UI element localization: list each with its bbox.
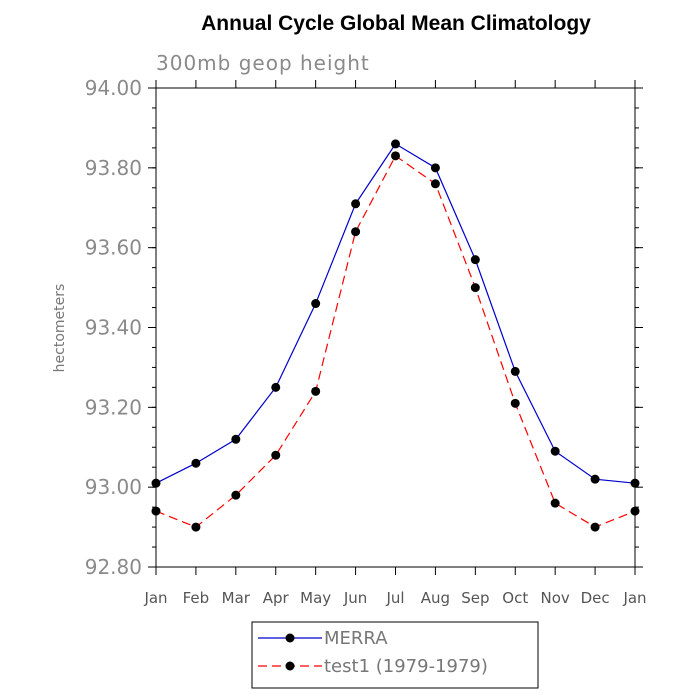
x-tick-label: Mar <box>222 589 251 607</box>
x-tick-label: Nov <box>541 589 570 607</box>
data-point-merra <box>630 478 640 488</box>
legend-label-merra: MERRA <box>324 628 388 649</box>
legend-label-test1: test1 (1979-1979) <box>324 656 488 677</box>
data-point-test1 <box>191 522 201 532</box>
series-line-test1 <box>155 154 636 528</box>
y-tick-label: 93.00 <box>85 475 142 499</box>
data-point-merra <box>351 199 361 209</box>
data-point-test1 <box>351 227 361 237</box>
data-point-test1 <box>151 506 161 516</box>
x-tick-label: Sep <box>461 589 489 607</box>
legend-box <box>251 621 539 689</box>
data-point-test1 <box>391 151 400 161</box>
data-point-merra <box>550 446 560 456</box>
x-axis-ticks: Jan Feb Mar Apr May Jun Jul Aug Sep Oct Nov Dec Jan <box>143 80 647 607</box>
y-tick-label: 93.40 <box>85 316 142 340</box>
y-tick-label: 92.80 <box>85 555 142 579</box>
chart-title: Annual Cycle Global Mean Climatology <box>201 12 591 35</box>
data-point-test1 <box>231 490 241 500</box>
data-point-test1 <box>630 506 640 516</box>
data-point-merra <box>430 163 440 173</box>
data-point-merra <box>151 478 161 488</box>
y-tick-label: 93.20 <box>85 395 142 419</box>
data-point-merra <box>391 139 400 149</box>
y-tick-label: 93.80 <box>85 156 142 180</box>
data-point-merra <box>231 434 241 444</box>
data-point-test1 <box>271 450 281 460</box>
data-point-test1 <box>550 498 560 508</box>
x-tick-label: Aug <box>421 589 450 607</box>
data-point-test1 <box>430 179 440 189</box>
y-axis-ticks: 92.80 93.00 93.20 93.40 93.60 93.80 94.00 <box>85 76 643 579</box>
x-tick-label: Dec <box>581 589 610 607</box>
x-tick-label: Jan <box>622 589 646 607</box>
y-axis-label: hectometers <box>52 284 68 373</box>
series-line-merra <box>155 143 636 484</box>
data-point-merra <box>271 382 281 392</box>
data-point-test1 <box>311 386 321 396</box>
x-tick-label: Oct <box>502 589 528 607</box>
data-point-merra <box>470 255 480 265</box>
legend: MERRA test1 (1979-1979) <box>251 621 539 689</box>
series-layer <box>151 139 640 532</box>
legend-marker-merra <box>285 633 295 643</box>
x-tick-label: May <box>300 589 331 607</box>
x-tick-label: Apr <box>263 589 290 607</box>
data-point-test1 <box>470 283 480 293</box>
x-tick-label: Feb <box>183 589 210 607</box>
data-point-merra <box>191 458 201 468</box>
x-tick-label: Jan <box>143 589 167 607</box>
data-point-merra <box>311 299 321 309</box>
data-point-merra <box>510 366 520 376</box>
chart-subtitle: 300mb geop height <box>156 51 370 75</box>
data-point-test1 <box>590 522 600 532</box>
x-tick-label: Jun <box>343 589 367 607</box>
data-point-merra <box>590 474 600 484</box>
legend-marker-test1 <box>285 661 295 671</box>
data-point-test1 <box>510 398 520 408</box>
x-tick-label: Jul <box>385 589 404 607</box>
y-tick-label: 93.60 <box>85 236 142 260</box>
y-tick-label: 94.00 <box>85 76 142 100</box>
